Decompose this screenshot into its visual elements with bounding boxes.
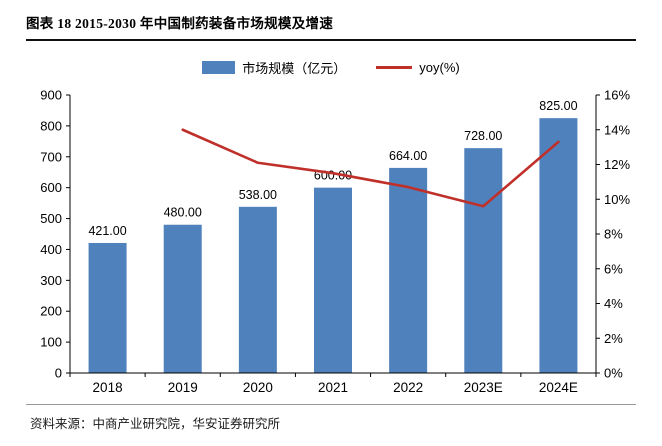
legend-line-label: yoy(%): [419, 59, 460, 75]
left-axis-tick-label: 800: [40, 118, 62, 133]
market-size-bar: [389, 167, 428, 373]
market-size-bar: [539, 118, 578, 373]
x-axis-category-label: 2023E: [464, 380, 503, 395]
x-axis-category-label: 2021: [318, 380, 348, 395]
right-axis-tick-label: 4%: [604, 296, 623, 311]
left-axis-tick-label: 500: [40, 211, 62, 226]
legend-item-yoy: yoy(%): [376, 59, 460, 75]
left-axis-tick-label: 900: [40, 88, 62, 103]
legend-item-market-size: 市场规模（亿元）: [202, 58, 346, 77]
market-size-bar: [163, 224, 202, 373]
right-axis-tick-label: 6%: [604, 261, 623, 276]
yoy-line: [181, 128, 560, 208]
bar-value-label: 421.00: [88, 224, 126, 238]
chart-title: 图表 18 2015-2030 年中国制药装备市场规模及增速: [26, 12, 636, 41]
x-axis-category-label: 2022: [393, 380, 423, 395]
bar-value-label: 728.00: [464, 129, 502, 143]
line-series-swatch-icon: [376, 65, 413, 69]
source-note: 资料来源：中商产业研究院，华安证券研究所: [30, 417, 281, 431]
market-size-bar: [88, 242, 127, 373]
right-axis-tick-label: 2%: [604, 331, 623, 346]
x-axis-category-label: 2019: [168, 380, 198, 395]
market-size-bar: [238, 206, 277, 373]
left-axis-tick-label: 300: [40, 273, 62, 288]
market-size-yoy-chart: 0 100 200 300 400 500 600 700 800 900 0% 2% 4% 6% 8% 10…: [40, 88, 630, 396]
bar-series-swatch-icon: [202, 60, 236, 74]
bar-value-label: 664.00: [389, 149, 427, 163]
market-size-bar: [464, 148, 503, 373]
x-axis-category-label: 2018: [93, 380, 123, 395]
right-axis-tick-label: 0%: [604, 366, 623, 381]
bar-value-label: 480.00: [164, 206, 202, 220]
left-axis-tick-label: 200: [40, 304, 62, 319]
left-axis-tick-label: 600: [40, 180, 62, 195]
chart-area: 0 100 200 300 400 500 600 700 800 900 0% 2% 4% 6% 8% 10…: [0, 79, 662, 402]
footer-divider: [26, 404, 636, 405]
x-axis-category-label: 2024E: [539, 380, 578, 395]
bar-value-label: 825.00: [539, 99, 577, 113]
right-axis-tick-label: 8%: [604, 227, 623, 242]
right-axis-tick-label: 16%: [604, 88, 630, 103]
bar-value-label: 538.00: [239, 188, 277, 202]
legend-bar-label: 市场规模（亿元）: [242, 60, 347, 76]
left-axis-tick-label: 700: [40, 149, 62, 164]
left-axis-tick-label: 400: [40, 242, 62, 257]
chart-legend: 市场规模（亿元） yoy(%): [0, 58, 662, 77]
market-size-bar: [314, 187, 352, 373]
right-axis-tick-label: 14%: [604, 122, 630, 137]
x-axis-category-label: 2020: [243, 380, 273, 395]
right-axis-tick-label: 12%: [604, 157, 630, 172]
left-axis-tick-label: 100: [40, 335, 62, 350]
left-axis-tick-label: 0: [55, 366, 62, 381]
right-axis-tick-label: 10%: [604, 192, 630, 207]
